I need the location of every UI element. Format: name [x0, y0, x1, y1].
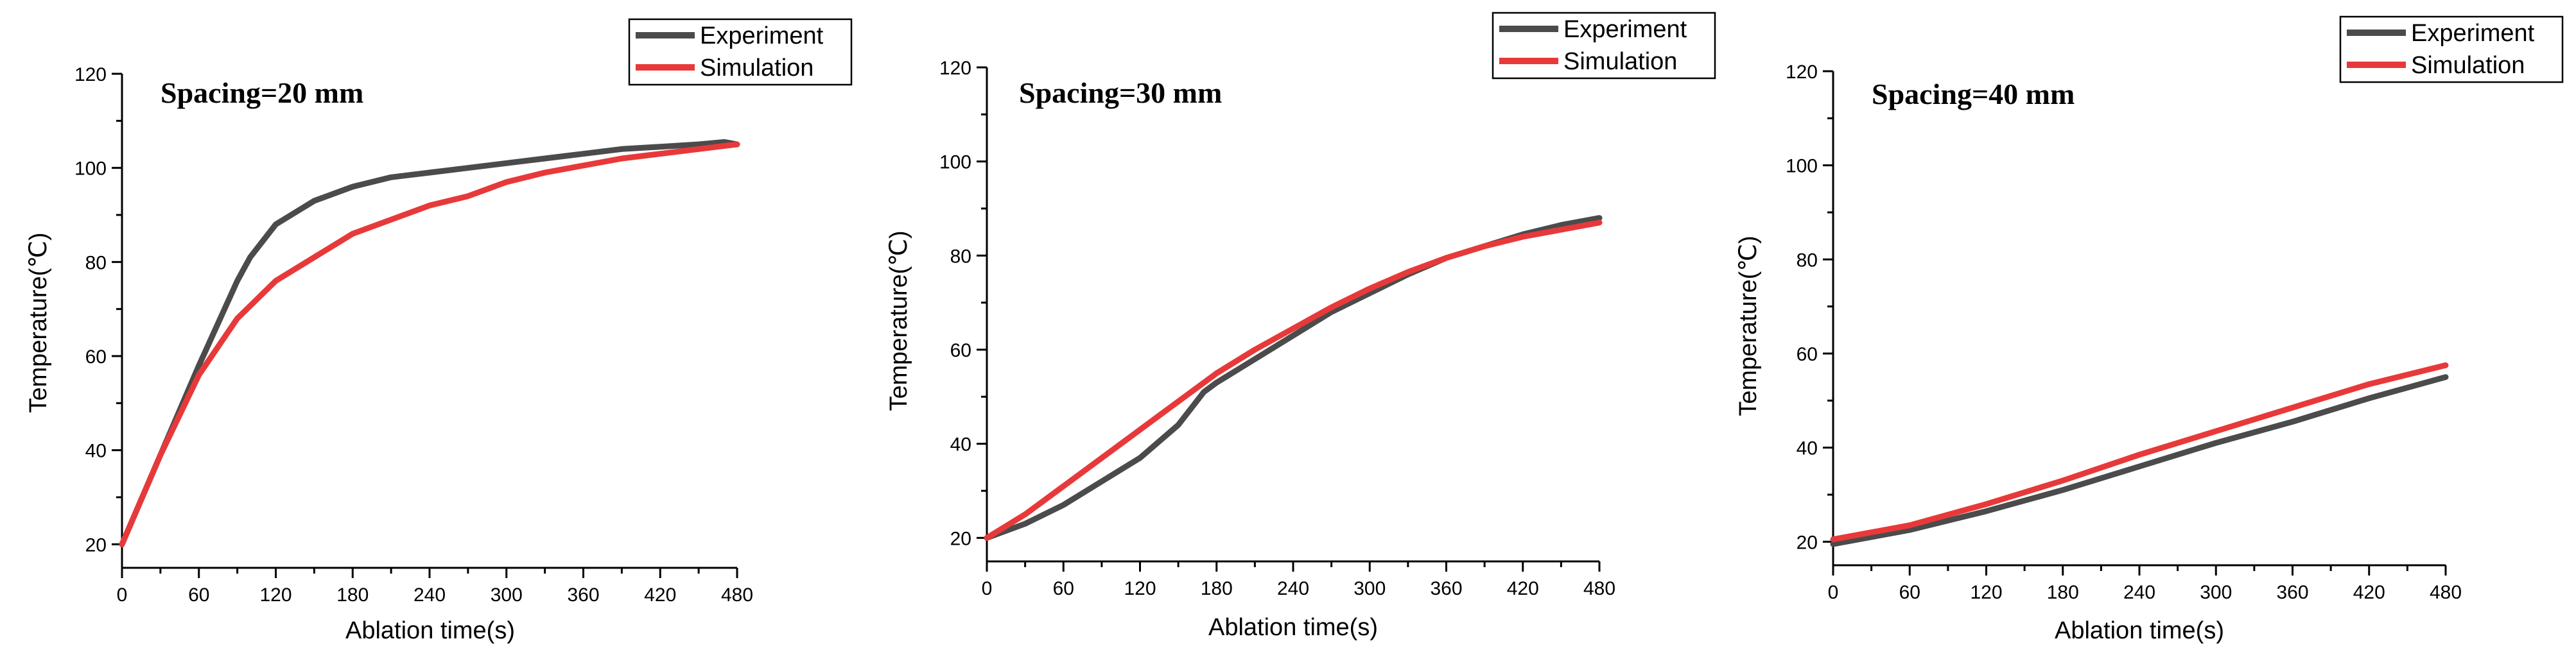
- x-tick-label: 180: [1201, 578, 1233, 599]
- x-tick-label: 180: [336, 584, 369, 606]
- legend: Experiment Simulation: [628, 18, 853, 86]
- x-tick-label: 0: [982, 578, 993, 599]
- x-tick-label: 120: [259, 584, 292, 606]
- x-tick-label: 480: [721, 584, 753, 606]
- x-tick-label: 60: [1899, 582, 1920, 603]
- y-tick-label: 40: [1797, 438, 1818, 459]
- x-tick-label: 360: [567, 584, 599, 606]
- y-tick-label: 100: [74, 158, 107, 180]
- y-tick-label: 80: [85, 252, 107, 273]
- x-tick-label: 240: [413, 584, 446, 606]
- y-tick-label: 40: [85, 441, 107, 462]
- y-tick-label: 120: [1786, 62, 1818, 83]
- plot-area: 0 60 120 180 240 300 360 420 480 20 40 60 80 100 120: [939, 58, 1615, 599]
- y-tick-label: 20: [85, 534, 107, 556]
- x-tick-label: 300: [2200, 582, 2232, 603]
- x-tick-label: 360: [1430, 578, 1462, 599]
- legend-label-experiment: Experiment: [2411, 20, 2535, 47]
- legend-label-simulation: Simulation: [2411, 52, 2525, 79]
- legend-label-simulation: Simulation: [1563, 48, 1677, 75]
- series-line-simulation: [984, 219, 1603, 541]
- series-line-simulation: [119, 141, 740, 547]
- legend: Experiment Simulation: [1492, 12, 1716, 80]
- y-tick-label: 100: [1786, 156, 1818, 177]
- y-tick-label: 120: [939, 58, 971, 79]
- legend-label-experiment: Experiment: [700, 22, 824, 49]
- x-tick-label: 60: [1053, 578, 1074, 599]
- y-tick-label: 60: [950, 340, 971, 361]
- y-tick-label: 100: [939, 152, 971, 173]
- y-axis-label: Temperature(℃): [885, 230, 912, 411]
- chart-panel-2: 0 60 120 180 240 300 360 420 480 20 40 60 80 100 120 S…: [885, 12, 1716, 641]
- x-tick-label: 0: [117, 584, 128, 606]
- x-tick-label: 480: [2430, 582, 2462, 603]
- y-tick-label: 60: [85, 346, 107, 368]
- y-tick-label: 80: [950, 246, 971, 267]
- y-tick-label: 40: [950, 434, 971, 456]
- series-line-simulation: [1830, 362, 2449, 543]
- x-tick-label: 60: [188, 584, 209, 606]
- x-axis-label: Ablation time(s): [345, 617, 515, 644]
- plot-area: 0 60 120 180 240 300 360 420 480 20 40 60 80 100 120: [74, 64, 753, 606]
- x-tick-label: 480: [1583, 578, 1615, 599]
- y-tick-label: 80: [1797, 250, 1818, 271]
- x-tick-label: 420: [644, 584, 676, 606]
- panel-title: Spacing=40 mm: [1872, 78, 2075, 110]
- x-axis-label: Ablation time(s): [1208, 614, 1378, 641]
- legend: Experiment Simulation: [2339, 15, 2564, 83]
- y-axis-label: Temperature(℃): [25, 232, 52, 413]
- legend-box: [2339, 15, 2564, 83]
- legend-label-experiment: Experiment: [1563, 16, 1687, 43]
- x-tick-label: 0: [1828, 582, 1839, 603]
- x-tick-label: 120: [1124, 578, 1156, 599]
- x-tick-label: 300: [1353, 578, 1386, 599]
- series-line-experiment: [984, 215, 1603, 541]
- legend-label-simulation: Simulation: [700, 55, 814, 81]
- y-axis-label: Temperature(℃): [1735, 235, 1762, 416]
- x-tick-label: 180: [2047, 582, 2079, 603]
- chart-panel-3: 0 60 120 180 240 300 360 420 480 20 40 60 80 100 120 S…: [1735, 15, 2564, 644]
- series-line-experiment: [1830, 374, 2449, 547]
- x-tick-label: 300: [491, 584, 523, 606]
- series-line-experiment: [119, 139, 740, 547]
- legend-box: [628, 18, 853, 86]
- x-tick-label: 240: [2123, 582, 2155, 603]
- panel-title: Spacing=20 mm: [161, 76, 363, 109]
- y-tick-label: 20: [1797, 532, 1818, 553]
- x-tick-label: 420: [2353, 582, 2385, 603]
- x-tick-label: 420: [1507, 578, 1539, 599]
- legend-box: [1492, 12, 1716, 80]
- x-tick-label: 360: [2276, 582, 2308, 603]
- chart-panel-1: 0 60 120 180 240 300 360 420 480 20 40 60 80 100 120 S…: [25, 18, 853, 644]
- x-axis-label: Ablation time(s): [2055, 617, 2224, 644]
- y-tick-label: 20: [950, 528, 971, 549]
- y-tick-label: 60: [1797, 344, 1818, 365]
- panel-title: Spacing=30 mm: [1019, 76, 1222, 109]
- plot-area: 0 60 120 180 240 300 360 420 480 20 40 60 80 100 120: [1786, 62, 2462, 603]
- y-tick-label: 120: [74, 64, 107, 85]
- x-tick-label: 120: [1970, 582, 2002, 603]
- x-tick-label: 240: [1277, 578, 1309, 599]
